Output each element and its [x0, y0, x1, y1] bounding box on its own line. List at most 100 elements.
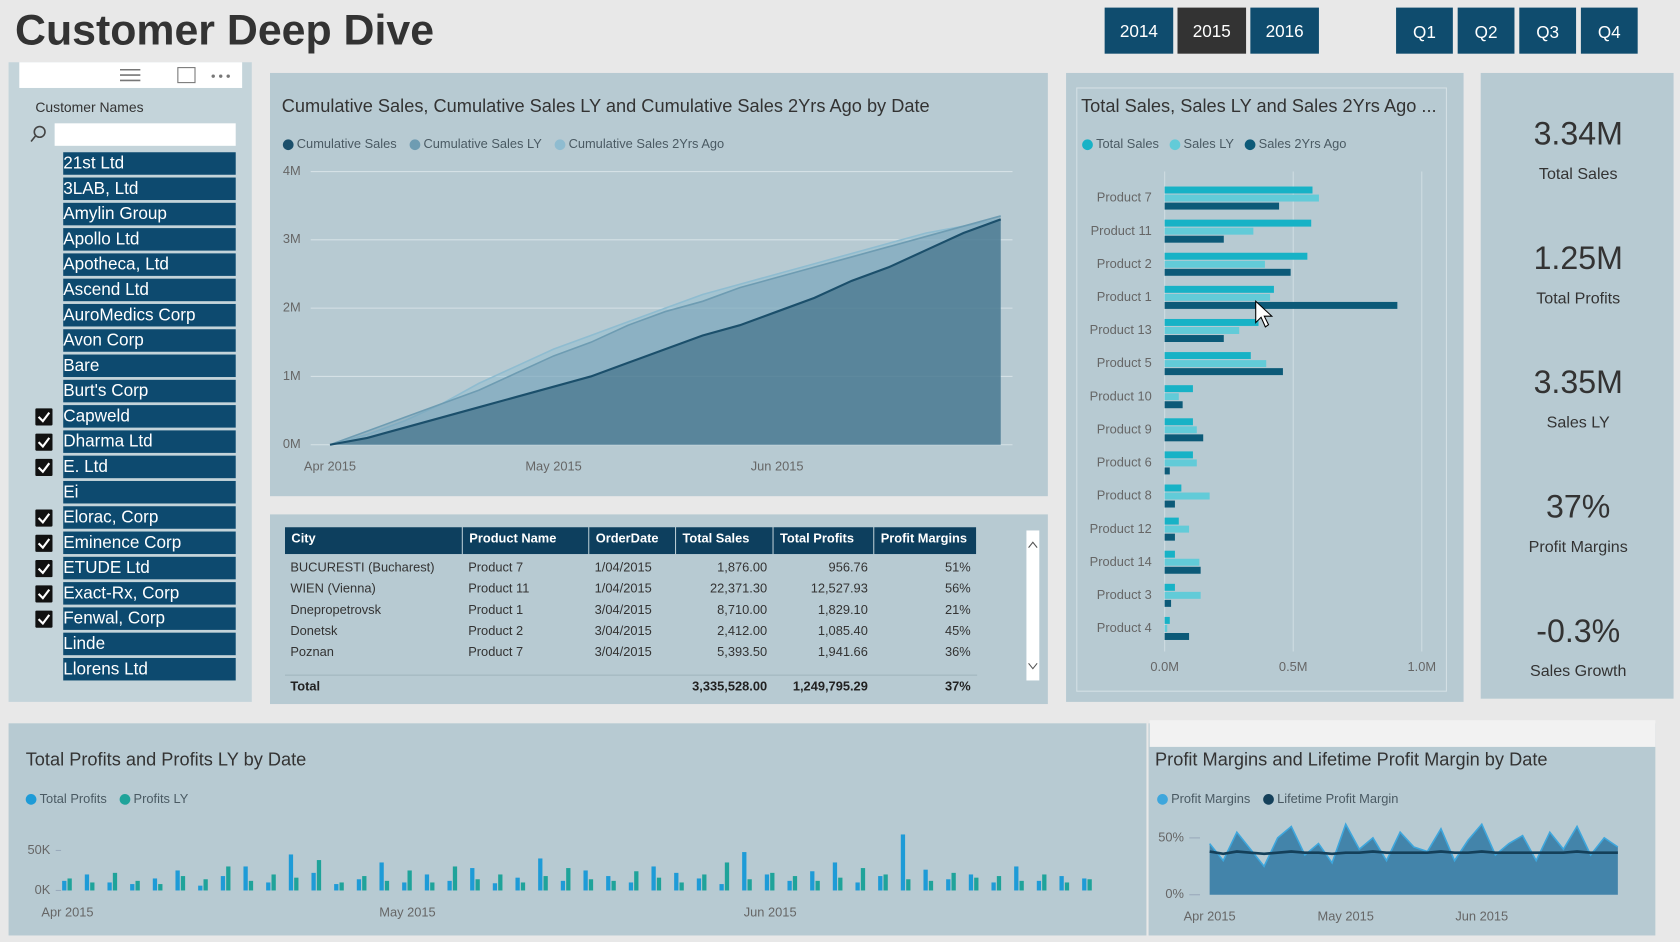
slicer-item[interactable] [63, 582, 236, 605]
checkmark [37, 614, 51, 626]
slicer-item-label: Eminence Corp [63, 532, 181, 552]
checkbox[interactable] [35, 560, 53, 578]
slicer-item-label: Capweld [63, 405, 130, 425]
slicer-item[interactable] [63, 228, 236, 251]
quarter-button[interactable] [1580, 7, 1638, 54]
checkbox[interactable] [35, 408, 53, 426]
kpi-value: 37% [1546, 489, 1610, 525]
slicer-item[interactable] [63, 430, 236, 453]
y-tick-label: Product 8 [1097, 488, 1152, 503]
y-tick-label: 2M [283, 300, 301, 315]
bar [679, 882, 684, 891]
table-header-cell[interactable] [676, 527, 773, 555]
year-button[interactable] [1250, 7, 1319, 54]
bar [130, 884, 135, 891]
focus-icon[interactable] [177, 67, 196, 84]
table-cell: 1,876.00 [717, 559, 767, 574]
checkbox[interactable] [35, 433, 53, 451]
slicer-item[interactable] [63, 278, 236, 302]
slicer-item[interactable] [63, 455, 236, 479]
quarter-button[interactable] [1396, 7, 1453, 54]
bar [1082, 878, 1087, 891]
mouse-cursor [1255, 299, 1274, 328]
checkbox[interactable] [35, 509, 53, 527]
slicer-item[interactable] [63, 607, 236, 630]
table-header-cell[interactable] [285, 527, 462, 555]
slicer-item[interactable] [63, 531, 236, 555]
table-header-cell[interactable] [462, 527, 589, 555]
margins-header-strip [1149, 720, 1656, 747]
series-line [1209, 822, 1619, 868]
checkbox[interactable] [35, 458, 53, 477]
slicer-item[interactable] [63, 152, 236, 175]
legend-label: Lifetime Profit Margin [1277, 791, 1398, 806]
slicer-item[interactable] [63, 632, 236, 656]
slicer-item[interactable] [63, 480, 236, 504]
table-header-label: City [291, 530, 316, 545]
search-box[interactable] [54, 123, 236, 146]
bar [1164, 285, 1274, 293]
slicer-item[interactable] [63, 405, 236, 428]
slicer-item[interactable] [63, 177, 236, 201]
bar [719, 884, 724, 891]
checkbox[interactable] [35, 534, 53, 552]
slicer-item[interactable] [63, 303, 236, 327]
bar [1164, 426, 1197, 434]
slicer-item-label: Dharma Ltd [63, 431, 152, 451]
slicer-item[interactable] [63, 657, 236, 681]
slicer-item[interactable] [63, 379, 236, 403]
year-button[interactable] [1177, 7, 1247, 54]
bar [1164, 401, 1183, 409]
legend-marker [1263, 794, 1274, 805]
table-cell: 1,085.40 [818, 623, 868, 638]
legend-marker [409, 139, 421, 151]
legend-label: Cumulative Sales 2Yrs Ago [569, 136, 725, 151]
table-cell: 1/04/2015 [595, 581, 652, 596]
bar [606, 876, 611, 891]
quarter-button[interactable] [1457, 7, 1515, 54]
bar [226, 866, 231, 891]
table-header-cell[interactable] [773, 527, 874, 555]
table-cell: 45% [945, 623, 971, 638]
bar [1164, 227, 1254, 235]
slicer-item[interactable] [63, 329, 236, 352]
table-cell: Donetsk [290, 623, 338, 638]
slicer-item-label: Avon Corp [63, 330, 144, 350]
slicer-item[interactable] [63, 354, 236, 378]
kpi-value: 1.25M [1534, 240, 1623, 276]
slicer-item[interactable] [63, 253, 236, 276]
slicer-item-label: ETUDE Ltd [63, 557, 150, 577]
bar [402, 882, 407, 891]
table-scrollbar[interactable] [1026, 530, 1040, 681]
slicer-item[interactable] [63, 506, 236, 529]
bar [520, 882, 526, 891]
checkbox[interactable] [35, 585, 53, 603]
bar [560, 880, 566, 891]
more-icon[interactable] [211, 74, 230, 78]
series-line [329, 218, 1002, 446]
bar [334, 884, 339, 891]
bar [316, 860, 322, 891]
scroll-up[interactable] [1028, 541, 1038, 548]
kpi-panel [1480, 72, 1674, 699]
bar [1164, 484, 1182, 492]
table-header-cell[interactable] [874, 527, 977, 555]
legend-label: Profit Margins [1171, 791, 1250, 806]
legend-label: Profits LY [134, 791, 189, 806]
table-header-cell[interactable] [589, 527, 675, 555]
year-button[interactable] [1104, 7, 1174, 54]
quarter-button-label: Q4 [1598, 22, 1621, 42]
year-button-label: 2016 [1266, 21, 1304, 41]
kpi-label: Total Sales [1539, 165, 1618, 183]
slicer-item[interactable] [63, 556, 236, 580]
bar [356, 879, 362, 891]
slicer-item[interactable] [63, 202, 236, 226]
bar [543, 876, 548, 891]
x-tick-label: 1.0M [1408, 659, 1437, 674]
bar [1164, 633, 1190, 640]
bar [928, 880, 934, 891]
scroll-down[interactable] [1028, 662, 1038, 670]
checkbox[interactable] [35, 610, 53, 628]
bar [447, 880, 452, 891]
quarter-button[interactable] [1519, 7, 1577, 54]
